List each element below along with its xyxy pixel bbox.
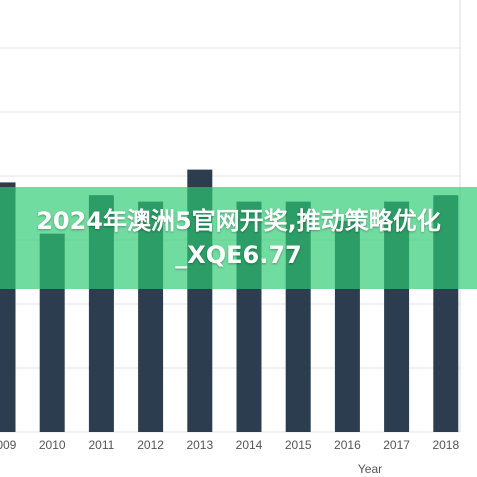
x-tick-label: 2012 (137, 438, 164, 452)
x-tick-label: 2017 (383, 438, 410, 452)
title-banner (0, 187, 477, 289)
x-tick-label: 2015 (285, 438, 312, 452)
chart-title: 2024年澳洲5官网开奖,推动策略优化_XQE6.77 (36, 207, 441, 269)
x-tick-label: 2018 (432, 438, 459, 452)
x-tick-label: 2011 (88, 438, 114, 452)
x-tick-label: 2014 (236, 438, 263, 452)
x-tick-label: 2009 (0, 438, 17, 452)
x-tick-label: 2010 (39, 438, 66, 452)
title-box: 2024年澳洲5官网开奖,推动策略优化_XQE6.77 (36, 207, 441, 269)
x-tick-label: 2013 (186, 438, 213, 452)
x-tick-label: 2016 (334, 438, 361, 452)
x-axis-label: Year (358, 462, 382, 476)
